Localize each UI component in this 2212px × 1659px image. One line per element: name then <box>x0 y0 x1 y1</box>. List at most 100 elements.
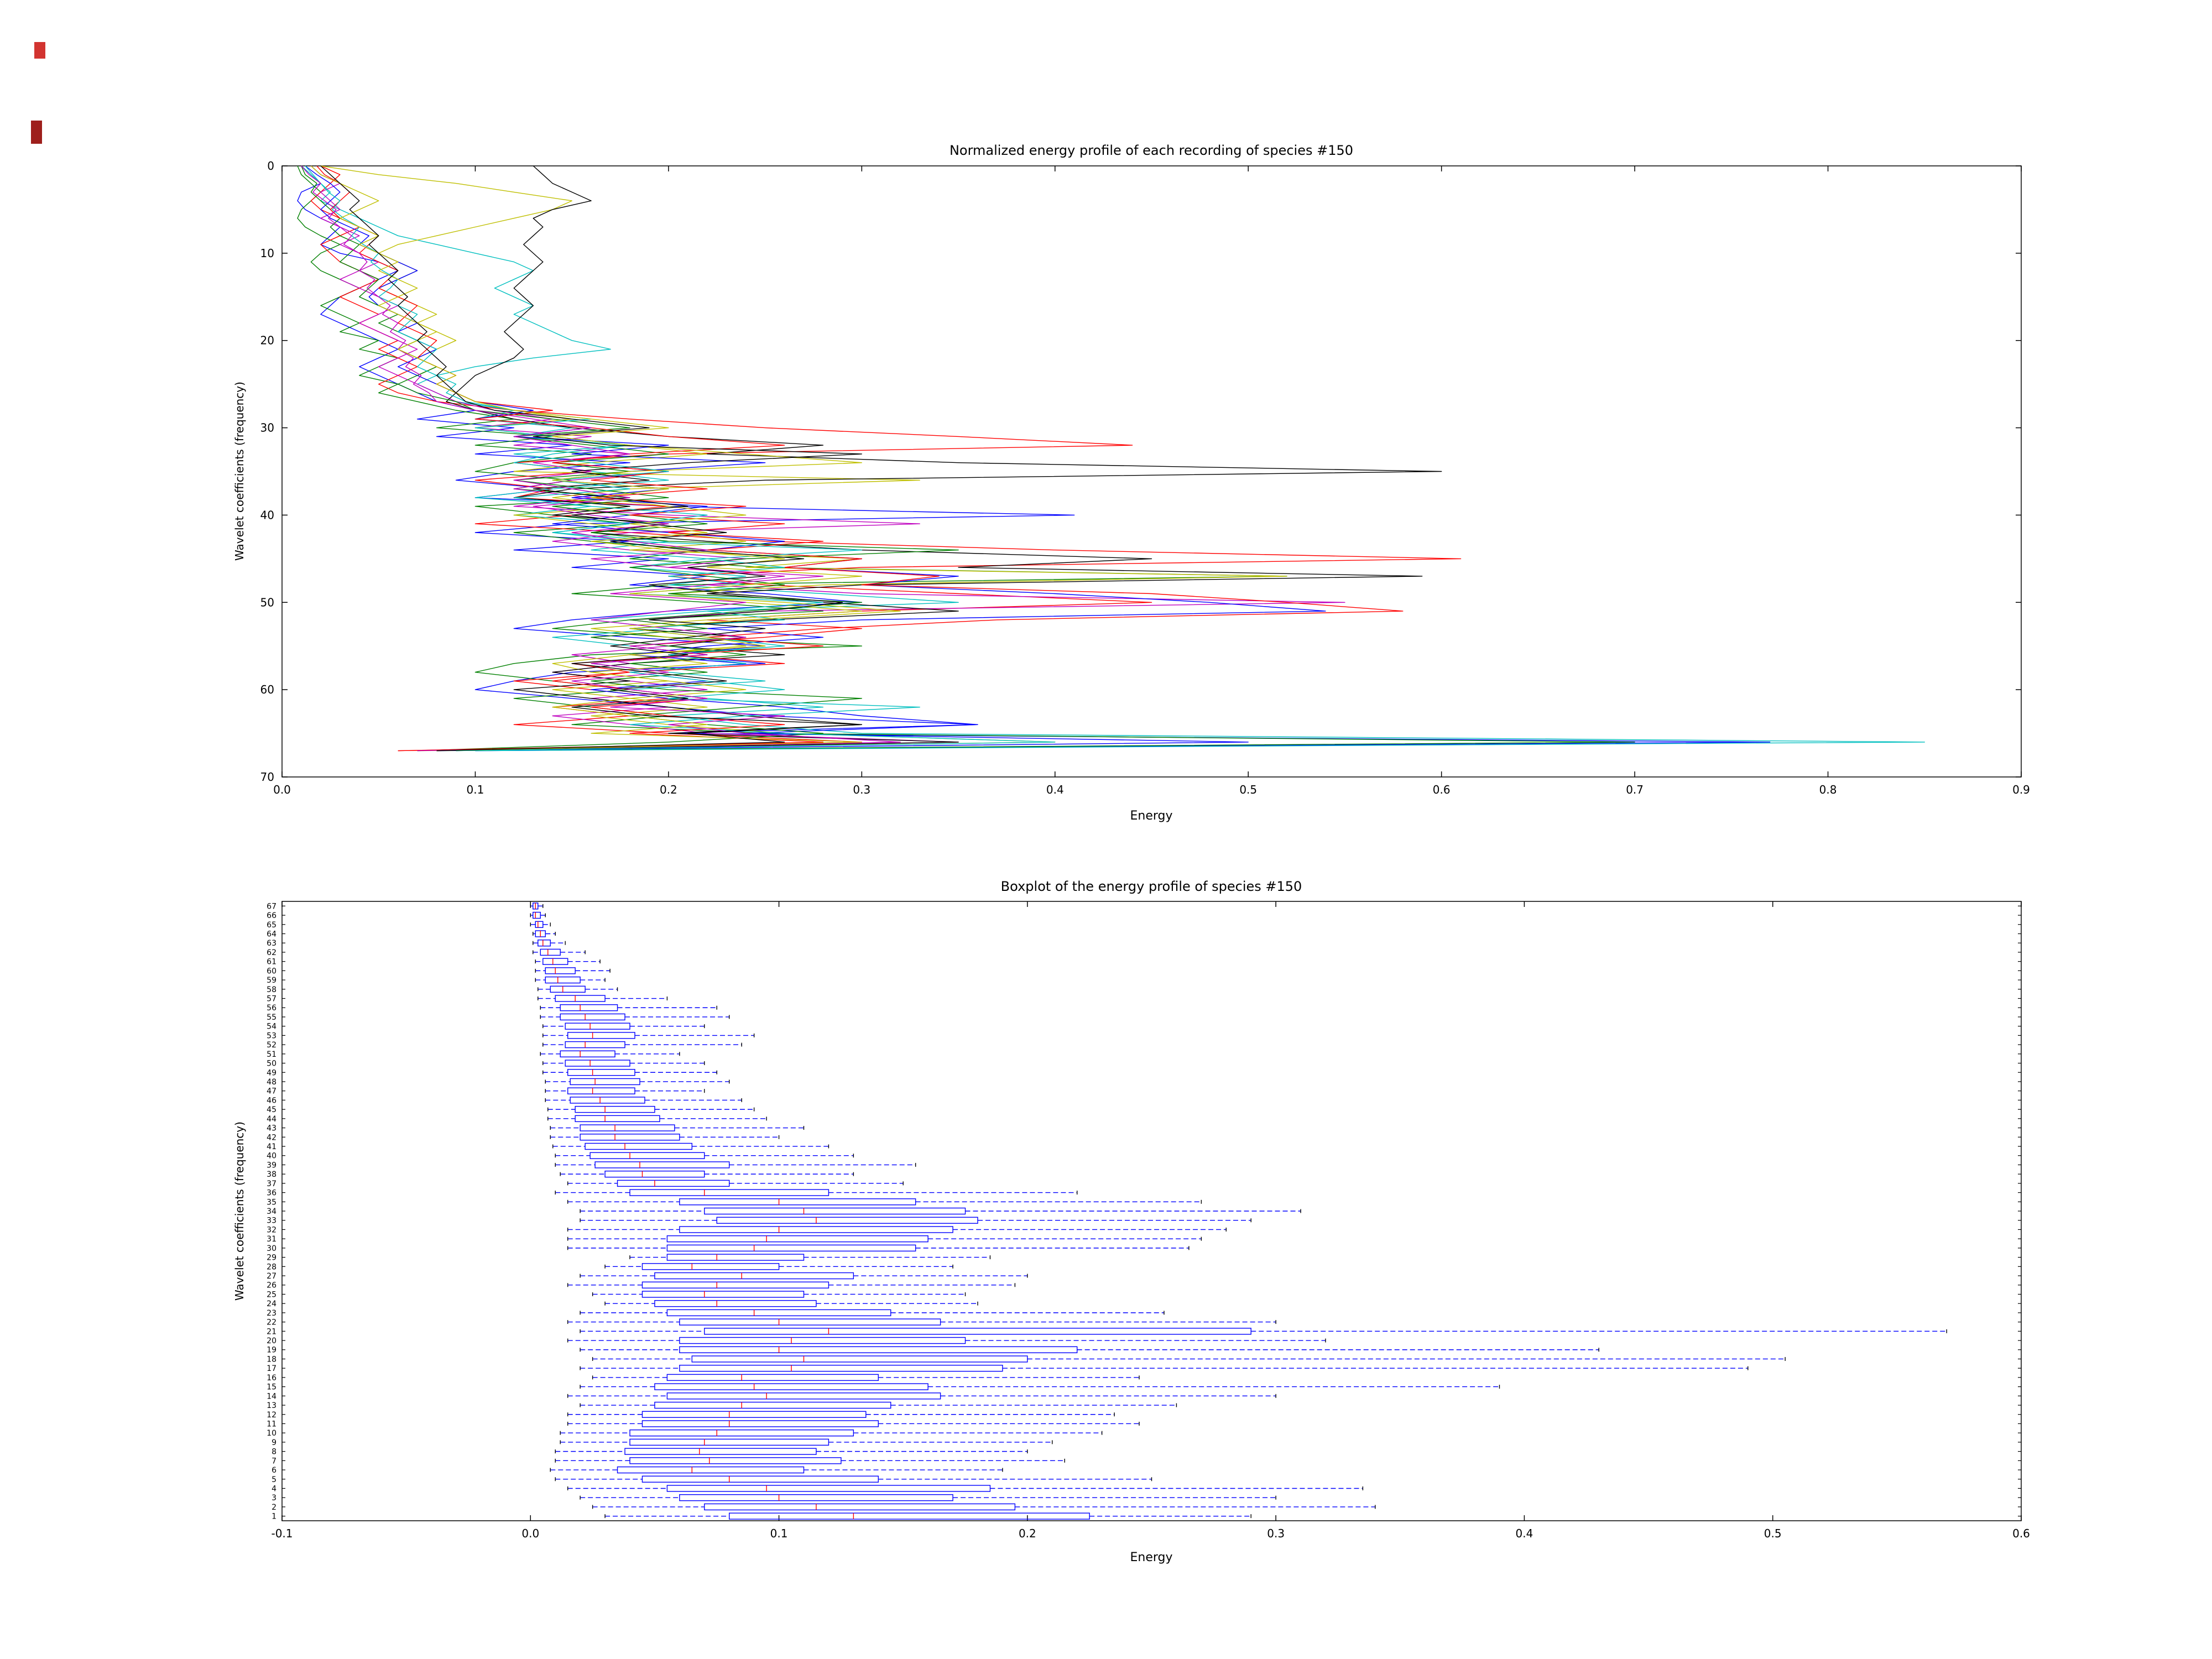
svg-text:25: 25 <box>267 1290 276 1299</box>
svg-text:13: 13 <box>267 1401 276 1410</box>
line-chart-ylabel: Wavelet coefficients (frequency) <box>233 382 246 561</box>
svg-text:64: 64 <box>267 930 276 939</box>
svg-text:40: 40 <box>260 508 274 521</box>
svg-text:0.4: 0.4 <box>1046 783 1064 796</box>
svg-text:5: 5 <box>272 1475 276 1484</box>
svg-text:0.5: 0.5 <box>1239 783 1257 796</box>
line-plot-area: 0.0 0.1 0.2 0.3 0.4 0.5 0.6 0.7 0.8 0.9 0 10 20 30 40 5… <box>260 159 2030 796</box>
svg-text:23: 23 <box>267 1309 276 1318</box>
svg-text:28: 28 <box>267 1262 276 1271</box>
svg-text:10: 10 <box>260 247 274 260</box>
svg-text:0.2: 0.2 <box>1019 1527 1036 1540</box>
svg-text:-0.1: -0.1 <box>271 1527 293 1540</box>
line-chart: Normalized energy profile of each record… <box>233 143 2030 823</box>
svg-text:48: 48 <box>267 1078 276 1087</box>
svg-text:9: 9 <box>272 1438 276 1447</box>
svg-text:42: 42 <box>267 1133 276 1142</box>
svg-text:45: 45 <box>267 1105 276 1114</box>
svg-text:47: 47 <box>267 1087 276 1096</box>
svg-text:26: 26 <box>267 1281 276 1290</box>
svg-text:0.8: 0.8 <box>1819 783 1837 796</box>
svg-text:14: 14 <box>267 1392 276 1401</box>
svg-text:2: 2 <box>272 1503 276 1512</box>
svg-text:29: 29 <box>267 1254 276 1262</box>
svg-text:0.9: 0.9 <box>2012 783 2030 796</box>
svg-text:59: 59 <box>267 976 276 985</box>
svg-text:0.7: 0.7 <box>1626 783 1644 796</box>
svg-text:0.6: 0.6 <box>2012 1527 2030 1540</box>
svg-text:11: 11 <box>267 1420 276 1428</box>
svg-text:0.0: 0.0 <box>273 783 291 796</box>
boxplot-xlabel: Energy <box>1130 1551 1172 1564</box>
svg-text:19: 19 <box>267 1346 276 1355</box>
svg-text:4: 4 <box>272 1484 276 1493</box>
svg-text:66: 66 <box>267 911 276 920</box>
svg-text:55: 55 <box>267 1013 276 1022</box>
svg-text:15: 15 <box>267 1383 276 1392</box>
svg-text:22: 22 <box>267 1318 276 1327</box>
svg-text:63: 63 <box>267 939 276 948</box>
corner-artifact-2 <box>31 121 42 144</box>
svg-text:65: 65 <box>267 921 276 930</box>
boxplot-plot-area: -0.1 0.0 0.1 0.2 0.3 0.4 0.5 0.6123456789101112… <box>267 901 2030 1540</box>
svg-text:7: 7 <box>272 1457 276 1465</box>
svg-text:0.0: 0.0 <box>521 1527 539 1540</box>
svg-text:62: 62 <box>267 948 276 957</box>
svg-text:8: 8 <box>272 1448 276 1457</box>
line-chart-title: Normalized energy profile of each record… <box>950 143 1353 158</box>
svg-text:33: 33 <box>267 1217 276 1225</box>
svg-text:36: 36 <box>267 1189 276 1198</box>
svg-text:54: 54 <box>267 1022 276 1031</box>
svg-text:6: 6 <box>272 1466 276 1475</box>
svg-text:37: 37 <box>267 1180 276 1188</box>
svg-text:1: 1 <box>272 1512 276 1521</box>
svg-text:27: 27 <box>267 1272 276 1281</box>
svg-text:35: 35 <box>267 1198 276 1207</box>
svg-text:51: 51 <box>267 1050 276 1059</box>
svg-text:18: 18 <box>267 1355 276 1364</box>
svg-text:32: 32 <box>267 1225 276 1234</box>
svg-text:30: 30 <box>267 1244 276 1253</box>
svg-text:31: 31 <box>267 1235 276 1244</box>
svg-text:46: 46 <box>267 1096 276 1105</box>
svg-text:21: 21 <box>267 1327 276 1336</box>
boxplot-title: Boxplot of the energy profile of species… <box>1001 879 1302 894</box>
svg-text:38: 38 <box>267 1170 276 1179</box>
svg-text:49: 49 <box>267 1068 276 1077</box>
svg-text:20: 20 <box>260 334 274 347</box>
svg-text:39: 39 <box>267 1161 276 1170</box>
svg-text:57: 57 <box>267 995 276 1004</box>
svg-text:60: 60 <box>267 967 276 975</box>
corner-artifact-1 <box>34 42 45 59</box>
svg-text:34: 34 <box>267 1207 276 1216</box>
svg-text:58: 58 <box>267 985 276 994</box>
svg-text:16: 16 <box>267 1374 276 1383</box>
svg-text:0.1: 0.1 <box>770 1527 788 1540</box>
svg-text:12: 12 <box>267 1411 276 1420</box>
svg-text:0.6: 0.6 <box>1433 783 1451 796</box>
svg-text:17: 17 <box>267 1364 276 1373</box>
svg-text:67: 67 <box>267 902 276 911</box>
svg-text:40: 40 <box>267 1152 276 1161</box>
svg-text:0.2: 0.2 <box>660 783 677 796</box>
svg-text:61: 61 <box>267 958 276 967</box>
svg-text:0.3: 0.3 <box>853 783 870 796</box>
line-chart-xlabel: Energy <box>1130 809 1172 823</box>
boxplot-chart: Boxplot of the energy profile of species… <box>233 879 2030 1564</box>
svg-text:30: 30 <box>260 421 274 435</box>
svg-text:0.3: 0.3 <box>1267 1527 1285 1540</box>
svg-text:24: 24 <box>267 1300 276 1308</box>
boxplot-ylabel: Wavelet coefficients (frequency) <box>233 1121 246 1301</box>
svg-text:43: 43 <box>267 1124 276 1133</box>
svg-text:0: 0 <box>267 159 274 173</box>
svg-text:0.1: 0.1 <box>467 783 484 796</box>
svg-text:60: 60 <box>260 683 274 696</box>
svg-text:41: 41 <box>267 1142 276 1151</box>
svg-text:44: 44 <box>267 1115 276 1124</box>
svg-text:0.5: 0.5 <box>1764 1527 1782 1540</box>
svg-text:56: 56 <box>267 1004 276 1013</box>
svg-text:0.4: 0.4 <box>1516 1527 1533 1540</box>
svg-text:20: 20 <box>267 1337 276 1345</box>
svg-text:50: 50 <box>267 1060 276 1068</box>
